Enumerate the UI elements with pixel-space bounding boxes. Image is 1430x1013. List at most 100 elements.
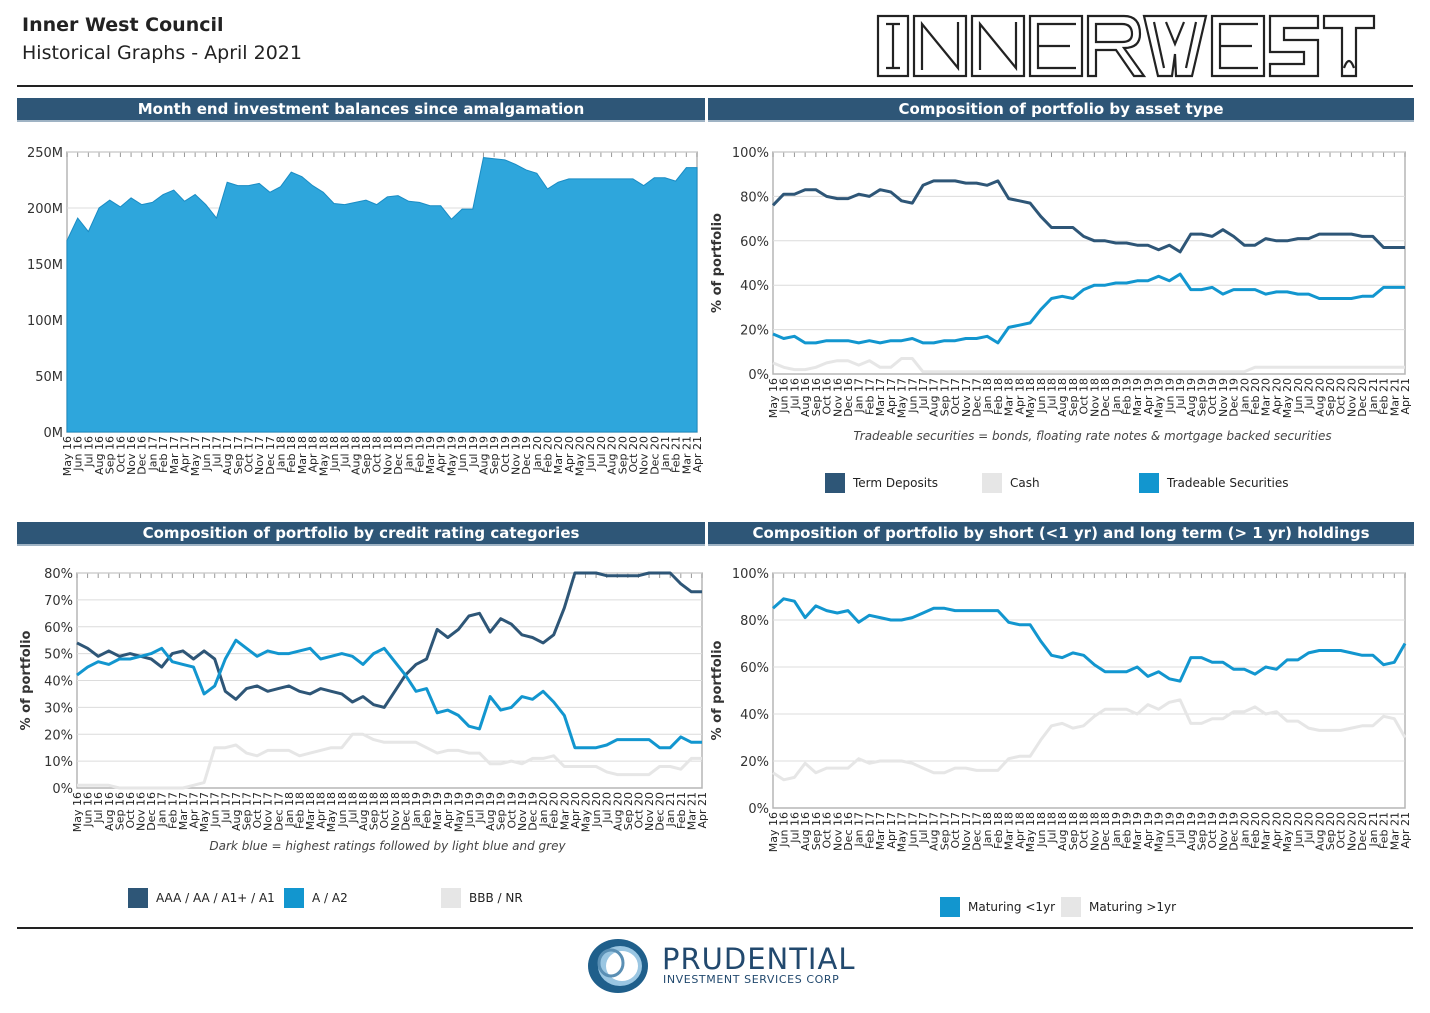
legend-swatch	[982, 473, 1002, 493]
x-tick-label: Sep 17	[938, 812, 951, 850]
x-tick-label: May 19	[452, 792, 465, 832]
y-tick-label: 0M	[44, 426, 64, 441]
x-tick-label: Sep 19	[488, 436, 501, 474]
x-tick-label: Dec 16	[842, 812, 855, 851]
x-tick-label: Jun 19	[456, 436, 469, 472]
x-tick-label: Aug 19	[477, 436, 490, 475]
x-tick-label: Aug 17	[230, 792, 243, 831]
x-tick-label: Jan 17	[156, 792, 169, 827]
x-tick-label: Sep 19	[1195, 812, 1208, 850]
x-tick-label: Nov 19	[1217, 812, 1230, 851]
x-tick-label: Feb 18	[293, 792, 306, 829]
x-tick-label: Jan 17	[853, 378, 866, 413]
x-tick-label: Nov 18	[389, 792, 402, 831]
x-tick-label: Apr 20	[569, 792, 582, 829]
x-tick-label: Nov 18	[1088, 812, 1101, 851]
footer-company: PRUDENTIAL	[662, 942, 856, 976]
footer-rule	[17, 927, 1413, 929]
x-tick-label: Mar 17	[874, 378, 887, 416]
band-asset-title: Composition of portfolio by asset type	[708, 98, 1414, 122]
x-tick-label: Oct 19	[1206, 378, 1219, 415]
x-tick-label: Nov 20	[1345, 378, 1358, 417]
y-tick-label: 20%	[44, 728, 73, 743]
legend-item-aaa: AAA / AA / A1+ / A1	[128, 888, 275, 908]
x-tick-label: Jan 19	[1110, 378, 1123, 413]
band-term-title: Composition of portfolio by short (<1 yr…	[708, 522, 1414, 546]
x-tick-label: Dec 16	[145, 792, 158, 831]
x-tick-label: Dec 16	[136, 436, 149, 475]
x-tick-label: Nov 17	[253, 436, 266, 475]
x-tick-label: Sep 20	[622, 792, 635, 830]
x-tick-label: Jul 17	[210, 436, 223, 468]
y-axis-label: % of portfolio	[710, 213, 725, 313]
y-tick-label: 80%	[740, 614, 769, 629]
x-tick-label: Mar 21	[685, 792, 698, 830]
x-tick-label: Nov 20	[643, 792, 656, 831]
x-tick-label: Jan 20	[531, 436, 544, 471]
x-tick-label: Apr 19	[435, 436, 448, 473]
y-tick-label: 40%	[44, 675, 73, 690]
x-tick-label: Feb 18	[285, 436, 298, 473]
series-line-aaa-aa-a1-a1	[76, 571, 702, 709]
x-tick-label: Mar 18	[1003, 812, 1016, 850]
y-tick-label: 40%	[740, 279, 769, 294]
x-tick-label: Nov 18	[1088, 378, 1101, 417]
y-axis-label: % of portfolio	[710, 640, 725, 740]
x-tick-label: Feb 17	[166, 792, 179, 829]
x-tick-label: Jun 18	[1035, 378, 1048, 414]
x-tick-label: Nov 18	[381, 436, 394, 475]
x-tick-label: Apr 17	[885, 378, 898, 415]
x-tick-label: May 19	[1153, 378, 1166, 418]
x-tick-label: Nov 16	[125, 436, 138, 475]
x-tick-label: Apr 20	[1270, 378, 1283, 415]
asset-chart-note: Tradeable securities = bonds, floating r…	[853, 429, 1332, 443]
legend-item-maturing-long: Maturing >1yr	[1061, 897, 1176, 917]
legend-swatch	[284, 888, 304, 908]
x-tick-label: Aug 16	[799, 812, 812, 851]
x-tick-label: Aug 16	[93, 436, 106, 475]
footer-tagline: INVESTMENT SERVICES CORP	[663, 973, 840, 986]
x-tick-label: Aug 18	[357, 792, 370, 831]
x-tick-label: Mar 17	[177, 792, 190, 830]
x-tick-label: Feb 17	[863, 378, 876, 415]
x-tick-label: Dec 20	[1356, 812, 1369, 851]
x-tick-label: Jul 18	[339, 436, 352, 468]
x-tick-label: Sep 17	[232, 436, 245, 474]
x-tick-label: Dec 19	[1228, 378, 1241, 417]
x-tick-label: Jan 20	[1238, 378, 1251, 413]
x-tick-label: Aug 16	[799, 378, 812, 417]
x-tick-label: Apr 18	[1013, 812, 1026, 849]
x-tick-label: Apr 21	[1399, 812, 1412, 849]
x-tick-label: Oct 19	[499, 436, 512, 473]
x-tick-label: May 20	[1281, 378, 1294, 418]
x-tick-label: Jun 17	[209, 792, 222, 828]
x-tick-label: Jan 19	[403, 436, 416, 471]
x-tick-label: Feb 21	[675, 792, 688, 829]
x-tick-label: Dec 18	[399, 792, 412, 831]
x-tick-label: Feb 20	[542, 436, 555, 473]
x-tick-label: Sep 18	[1067, 378, 1080, 416]
x-tick-label: May 18	[1024, 812, 1037, 852]
x-tick-label: Sep 18	[368, 792, 381, 830]
x-tick-label: Jan 20	[1238, 812, 1251, 847]
y-tick-label: 80%	[740, 190, 769, 205]
x-tick-label: Aug 20	[611, 792, 624, 831]
x-tick-label: Sep 17	[240, 792, 253, 830]
x-tick-label: Mar 20	[558, 792, 571, 830]
y-tick-label: 250M	[27, 146, 63, 161]
x-tick-label: Aug 19	[1185, 378, 1198, 417]
x-tick-label: Sep 16	[104, 436, 117, 474]
x-tick-label: May 16	[767, 812, 780, 852]
x-tick-label: May 19	[445, 436, 458, 476]
x-tick-label: Sep 20	[1324, 378, 1337, 416]
legend-swatch	[1061, 897, 1081, 917]
x-tick-label: Nov 16	[831, 378, 844, 417]
x-tick-label: Jun 19	[1163, 378, 1176, 414]
x-tick-label: Aug 20	[1313, 378, 1326, 417]
band-credit-title: Composition of portfolio by credit ratin…	[17, 522, 705, 546]
x-tick-label: May 16	[61, 436, 74, 476]
x-tick-label: Jan 17	[853, 812, 866, 847]
x-tick-label: Oct 18	[371, 436, 384, 473]
x-tick-label: Feb 19	[1120, 378, 1133, 415]
